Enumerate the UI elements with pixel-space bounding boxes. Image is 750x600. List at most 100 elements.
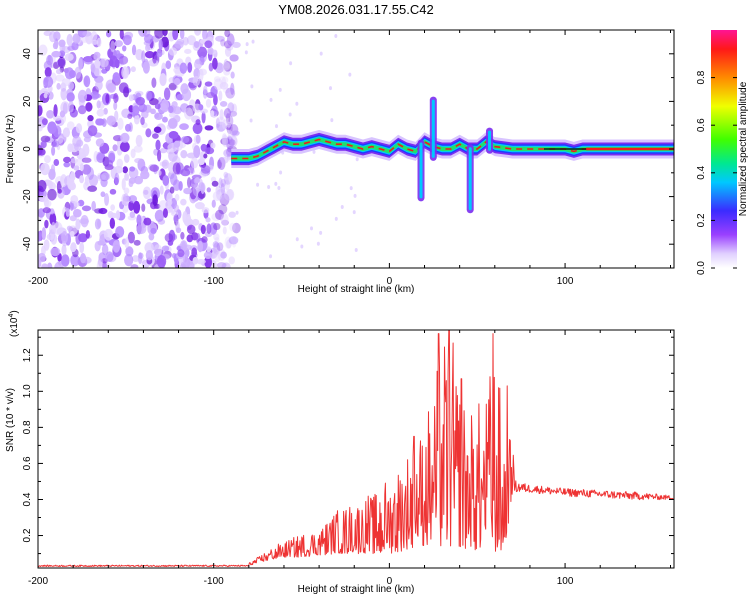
noise-blob: [162, 30, 168, 37]
noise-blob: [52, 115, 62, 121]
noise-blob: [124, 172, 130, 181]
noise-blob: [210, 110, 215, 118]
noise-blob: [135, 96, 146, 106]
noise-blob: [230, 71, 235, 79]
noise-blob: [127, 113, 133, 120]
noise-blob: [38, 144, 43, 156]
noise-blob: [70, 158, 79, 164]
noise-blob: [221, 119, 228, 130]
noise-blob: [164, 233, 174, 243]
noise-blob: [226, 44, 234, 51]
noise-blob: [79, 241, 85, 254]
noise-blob: [133, 239, 141, 246]
spectrogram-y-tick-label: -20: [22, 189, 33, 204]
noise-blob: [169, 186, 175, 194]
spectrogram-y-tick-label: 20: [22, 95, 33, 107]
noise-blob: [70, 254, 80, 267]
noise-blob: [115, 226, 125, 238]
noise-blob: [221, 76, 227, 88]
noise-blob: [163, 87, 171, 101]
noise-blob: [162, 116, 168, 123]
noise-blob: [220, 39, 226, 47]
noise-blob: [194, 202, 205, 210]
noise-region: [38, 30, 359, 268]
noise-blob: [167, 198, 173, 206]
noise-blob: [114, 40, 123, 48]
noise-blob: [353, 193, 357, 198]
noise-blob: [117, 117, 124, 130]
noise-blob: [61, 78, 71, 87]
noise-blob: [223, 188, 234, 201]
noise-blob: [227, 130, 233, 139]
noise-blob: [229, 54, 239, 62]
noise-blob: [121, 66, 130, 79]
colorbar-tick-label: 0.2: [696, 213, 707, 227]
noise-blob: [216, 262, 227, 268]
noise-blob: [209, 222, 218, 235]
noise-blob: [201, 207, 210, 214]
snr-x-tick-label: 0: [387, 576, 393, 587]
noise-blob: [43, 92, 48, 99]
noise-blob: [193, 177, 200, 184]
noise-blob: [201, 236, 208, 243]
noise-blob: [156, 254, 167, 268]
ridge-core: [231, 138, 674, 160]
snr-y-tick-label: 1.0: [22, 384, 33, 398]
noise-blob: [216, 242, 224, 252]
noise-blob: [97, 174, 107, 181]
noise-blob: [197, 158, 205, 166]
noise-blob: [138, 30, 148, 37]
spectral-ridge: [231, 130, 674, 168]
noise-blob: [202, 30, 208, 41]
noise-blob: [223, 61, 232, 72]
noise-blob: [200, 182, 205, 195]
noise-blob: [85, 102, 93, 112]
noise-blob: [155, 139, 161, 151]
noise-blob: [150, 108, 156, 115]
noise-blob: [128, 94, 134, 102]
colorbar: 0.0 0.2 0.4 0.6 0.8 Normalized spectral ampl…: [696, 30, 749, 275]
noise-blob: [228, 236, 239, 245]
noise-blob: [206, 223, 212, 235]
noise-blob: [223, 173, 233, 185]
noise-blob: [256, 182, 260, 187]
noise-blob: [204, 125, 214, 131]
noise-blob: [213, 222, 221, 231]
noise-blob: [141, 203, 146, 213]
snr-frame: [37, 329, 675, 569]
noise-blob: [149, 98, 159, 106]
noise-blob: [121, 178, 126, 191]
snr-y-tick-label: 1.2: [22, 348, 33, 362]
noise-blob: [159, 185, 164, 195]
noise-blob: [80, 253, 87, 264]
snr-x-tick-label: -100: [204, 576, 224, 587]
colorbar-tick-label: 0.8: [696, 70, 707, 84]
noise-blob: [354, 248, 358, 253]
noise-blob: [51, 221, 56, 233]
snr-scale-label: (x104): [8, 310, 20, 337]
noise-blob: [319, 51, 323, 56]
spectrogram-y-tick-label: 40: [22, 48, 33, 60]
noise-blob: [38, 105, 43, 117]
noise-blob: [220, 156, 229, 164]
noise-blob: [198, 104, 204, 111]
noise-blob: [161, 245, 170, 252]
noise-blob: [222, 87, 231, 94]
noise-blob: [95, 118, 105, 126]
noise-blob: [130, 264, 139, 268]
noise-blob: [136, 214, 142, 226]
noise-blob: [134, 175, 144, 185]
noise-blob: [215, 35, 225, 42]
noise-blob: [38, 179, 47, 193]
noise-blob: [53, 104, 58, 118]
noise-blob: [112, 144, 118, 152]
colorbar-gradient: [711, 30, 737, 268]
noise-blob: [81, 205, 92, 212]
noise-blob: [50, 247, 61, 257]
noise-blob: [94, 218, 101, 230]
noise-blob: [135, 134, 143, 147]
noise-blob: [55, 74, 65, 82]
noise-blob: [231, 103, 238, 114]
noise-blob: [87, 185, 98, 192]
noise-blob: [73, 165, 80, 171]
